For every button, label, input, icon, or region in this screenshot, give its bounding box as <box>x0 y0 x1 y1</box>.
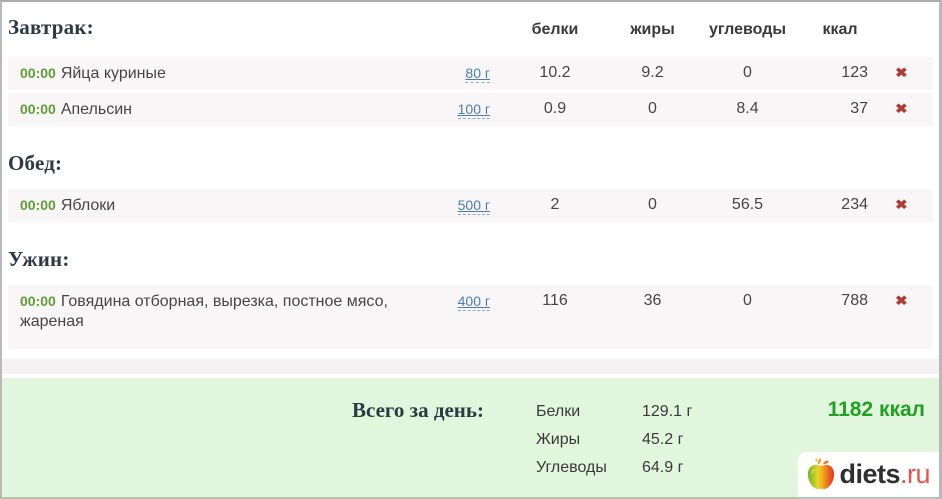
kcal-value: 123 <box>841 64 868 81</box>
delete-icon[interactable]: ✖ <box>895 101 908 116</box>
column-header-carbs: углеводы <box>708 21 787 38</box>
food-name-cell: 00:00 Говядина отборная, вырезка, постное… <box>8 291 428 332</box>
logo-text[interactable]: diets <box>839 458 900 489</box>
delete-icon[interactable]: ✖ <box>895 65 908 80</box>
section-title-breakfast: Завтрак: <box>8 15 94 39</box>
carbs-value: 56.5 <box>731 196 764 213</box>
carbs-value: 0 <box>743 64 752 81</box>
delete-icon[interactable]: ✖ <box>895 197 908 212</box>
summary-total-fat: Жиры 45.2 г <box>536 426 692 454</box>
carbs-value: 8.4 <box>736 100 759 117</box>
food-time: 00:00 <box>20 197 56 213</box>
food-row-beef: 00:00 Говядина отборная, вырезка, постное… <box>8 285 933 349</box>
protein-value: 10.2 <box>539 64 571 81</box>
food-name-cell: 00:00 Апельсин <box>8 99 428 120</box>
column-header-fat: жиры <box>630 21 675 38</box>
food-row-apples: 00:00 Яблоки 500 г 2 0 56.5 234 ✖ <box>8 189 933 222</box>
column-header-protein: белки <box>531 21 579 38</box>
fat-value: 0 <box>648 196 657 213</box>
total-kcal-value: 1182 ккал <box>827 398 925 421</box>
column-header-kcal: ккал <box>822 21 858 38</box>
food-row-eggs: 00:00 Яйца куриные 80 г 10.2 9.2 0 123 ✖ <box>8 57 933 90</box>
total-fat-value: 45.2 г <box>642 431 684 448</box>
protein-value: 0.9 <box>543 100 567 117</box>
total-protein-value: 129.1 г <box>642 403 693 420</box>
kcal-value: 37 <box>850 100 868 117</box>
section-header-breakfast: Завтрак: белки жиры углеводы ккал <box>8 15 933 49</box>
food-name-cell: 00:00 Яйца куриные <box>8 63 428 84</box>
amount-link[interactable]: 400 г <box>457 293 490 311</box>
section-header-dinner: Ужин: <box>8 247 933 274</box>
diets-ru-logo: diets .ru <box>798 452 939 497</box>
food-name: Яйца куриные <box>60 65 166 82</box>
summary-label: Всего за день: <box>352 398 484 422</box>
protein-value: 2 <box>550 196 560 213</box>
food-name-cell: 00:00 Яблоки <box>8 195 428 216</box>
total-protein-label: Белки <box>536 403 581 420</box>
food-time: 00:00 <box>20 65 56 81</box>
fat-value: 0 <box>648 100 657 117</box>
amount-link[interactable]: 80 г <box>465 65 490 83</box>
carbs-value: 0 <box>743 292 752 309</box>
logo-suffix[interactable]: .ru <box>899 458 931 489</box>
protein-value: 116 <box>542 292 568 309</box>
daily-summary-panel: Всего за день: Белки 129.1 г Жиры 45.2 г… <box>2 378 939 497</box>
section-title-cell: Завтрак: <box>8 15 428 40</box>
amount-link[interactable]: 100 г <box>457 101 490 119</box>
section-title-lunch: Обед: <box>8 151 63 175</box>
total-fat-label: Жиры <box>536 431 581 448</box>
food-time: 00:00 <box>20 293 56 309</box>
fat-value: 36 <box>643 292 662 309</box>
kcal-value: 234 <box>841 196 868 213</box>
delete-icon[interactable]: ✖ <box>895 293 908 308</box>
amount-link[interactable]: 500 г <box>457 197 490 215</box>
food-name: Говядина отборная, вырезка, постное мясо… <box>20 293 388 330</box>
total-carbs-value: 64.9 г <box>642 459 684 476</box>
summary-totals: Белки 129.1 г Жиры 45.2 г Углеводы 64.9 … <box>536 398 692 482</box>
food-name: Яблоки <box>60 197 116 214</box>
total-carbs-label: Углеводы <box>536 459 607 476</box>
section-title-dinner: Ужин: <box>8 247 70 271</box>
diary-table: Завтрак: белки жиры углеводы ккал 00:00 Я… <box>2 2 939 374</box>
summary-total-protein: Белки 129.1 г <box>536 398 692 426</box>
fat-value: 9.2 <box>641 64 664 81</box>
food-time: 00:00 <box>20 101 56 117</box>
section-header-lunch: Обед: <box>8 151 933 178</box>
food-name: Апельсин <box>60 101 132 118</box>
table-footer-strip <box>2 359 939 374</box>
summary-total-carbs: Углеводы 64.9 г <box>536 454 692 482</box>
apple-logo-icon <box>806 457 836 491</box>
food-row-orange: 00:00 Апельсин 100 г 0.9 0 8.4 37 ✖ <box>8 93 933 126</box>
kcal-value: 788 <box>841 292 868 309</box>
